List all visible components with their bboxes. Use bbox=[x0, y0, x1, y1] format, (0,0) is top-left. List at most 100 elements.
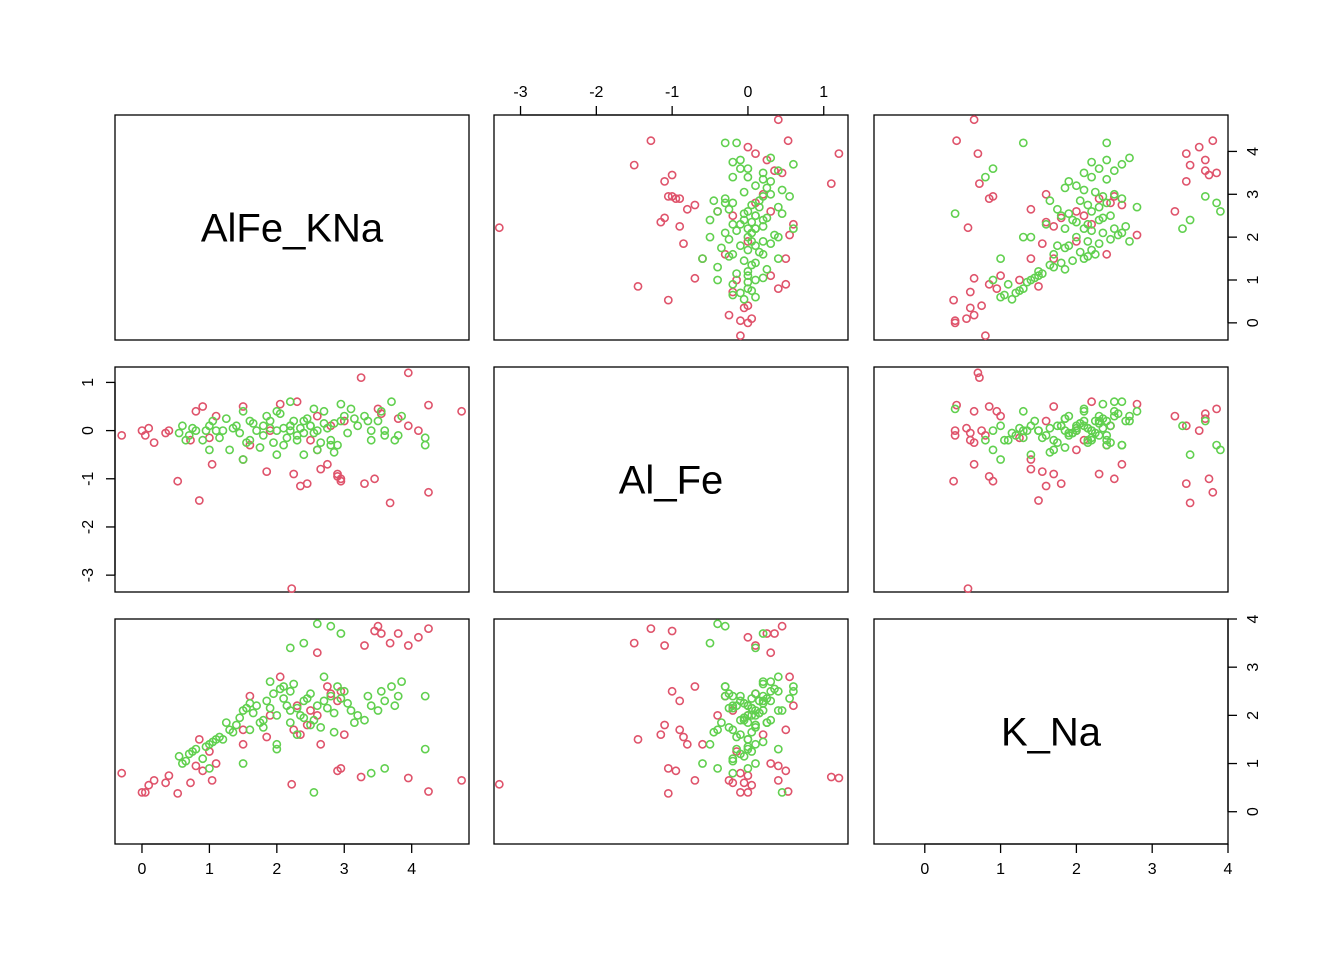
data-point-series2 bbox=[1060, 443, 1070, 452]
data-point-series2 bbox=[1072, 232, 1081, 242]
data-point-series2 bbox=[262, 411, 272, 421]
data-point-series2 bbox=[1030, 273, 1040, 283]
data-point-series2 bbox=[1060, 243, 1070, 253]
data-point-series1 bbox=[424, 487, 433, 497]
data-point-series2 bbox=[1003, 279, 1013, 289]
data-point-series2 bbox=[1083, 219, 1093, 229]
data-point-series2 bbox=[950, 209, 960, 218]
data-point-series2 bbox=[732, 269, 741, 278]
data-point-series2 bbox=[1026, 450, 1036, 460]
data-point-series1 bbox=[743, 301, 753, 311]
data-point-series2 bbox=[198, 754, 208, 764]
data-point-series1 bbox=[1204, 474, 1214, 484]
data-point-series1 bbox=[660, 213, 669, 223]
data-point-series1 bbox=[1117, 200, 1127, 210]
data-point-series1 bbox=[238, 739, 248, 749]
data-point-series1 bbox=[117, 430, 127, 440]
data-point-series2 bbox=[1053, 204, 1062, 214]
data-point-series2 bbox=[245, 416, 255, 426]
data-point-series2 bbox=[1079, 185, 1089, 195]
data-point-series2 bbox=[1109, 397, 1119, 407]
data-point-series2 bbox=[363, 416, 373, 426]
data-point-series2 bbox=[736, 691, 745, 701]
data-point-series2 bbox=[789, 224, 798, 233]
data-point-series2 bbox=[1117, 194, 1127, 203]
data-point-series2 bbox=[1090, 187, 1100, 197]
data-point-series1 bbox=[739, 778, 749, 788]
data-point-series1 bbox=[629, 160, 639, 170]
data-point-series1 bbox=[373, 621, 383, 631]
data-point-series2 bbox=[736, 155, 745, 165]
data-point-series2 bbox=[720, 228, 730, 238]
data-point-series1 bbox=[360, 641, 369, 650]
data-point-series2 bbox=[1102, 198, 1112, 208]
data-point-series2 bbox=[736, 288, 745, 298]
data-point-series1 bbox=[1170, 206, 1180, 216]
data-point-series1 bbox=[144, 780, 154, 790]
data-point-series2 bbox=[299, 638, 309, 648]
data-point-series2 bbox=[724, 234, 734, 244]
data-point-series2 bbox=[289, 679, 299, 689]
data-point-series2 bbox=[724, 204, 734, 214]
data-point-series2 bbox=[1003, 435, 1013, 445]
data-point-series2 bbox=[1083, 423, 1093, 433]
data-point-series1 bbox=[245, 691, 255, 701]
data-point-series1 bbox=[736, 331, 745, 341]
data-point-series2 bbox=[238, 455, 248, 464]
data-point-series2 bbox=[387, 397, 396, 407]
data-point-series1 bbox=[984, 402, 994, 411]
data-point-series1 bbox=[1102, 249, 1112, 259]
right-tick-label-K_Na: 4 bbox=[1245, 614, 1262, 623]
left-tick-label-Al_Fe: 1 bbox=[80, 378, 97, 387]
data-point-series1 bbox=[1087, 397, 1096, 407]
data-point-series2 bbox=[1075, 247, 1085, 257]
data-point-series2 bbox=[292, 703, 302, 713]
bottom-tick-label-AlFe_KNa: 0 bbox=[138, 861, 147, 878]
data-point-series1 bbox=[339, 730, 349, 739]
data-point-series1 bbox=[403, 641, 413, 650]
data-point-series1 bbox=[1117, 459, 1127, 469]
data-point-series1 bbox=[1200, 166, 1210, 176]
data-point-series1 bbox=[751, 149, 760, 158]
data-point-series2 bbox=[789, 159, 798, 169]
data-point-series2 bbox=[360, 715, 369, 725]
data-point-series2 bbox=[754, 708, 764, 718]
data-point-series2 bbox=[1053, 421, 1062, 431]
bottom-tick-label-AlFe_KNa: 2 bbox=[272, 861, 281, 878]
data-point-series1 bbox=[306, 706, 315, 715]
data-point-series1 bbox=[690, 200, 700, 210]
data-point-series2 bbox=[420, 440, 430, 450]
data-point-series1 bbox=[238, 402, 248, 411]
data-point-series2 bbox=[329, 727, 339, 737]
data-point-series2 bbox=[1079, 404, 1089, 414]
data-point-series1 bbox=[356, 373, 366, 382]
data-point-series1 bbox=[646, 624, 656, 633]
data-point-series1 bbox=[679, 239, 688, 248]
data-point-series1 bbox=[1194, 426, 1204, 435]
data-point-series2 bbox=[387, 682, 396, 691]
data-point-series1 bbox=[339, 416, 349, 426]
data-point-series1 bbox=[424, 624, 433, 633]
data-point-series1 bbox=[646, 136, 656, 146]
data-point-series2 bbox=[282, 433, 292, 443]
data-point-series2 bbox=[312, 445, 322, 455]
data-point-series2 bbox=[1060, 264, 1070, 274]
data-point-series2 bbox=[265, 703, 275, 713]
data-point-series2 bbox=[248, 708, 258, 718]
data-point-series2 bbox=[705, 638, 715, 648]
data-point-series2 bbox=[397, 411, 406, 421]
data-point-series2 bbox=[739, 698, 749, 708]
data-point-series1 bbox=[773, 761, 783, 771]
data-point-series2 bbox=[981, 172, 990, 182]
data-point-series2 bbox=[988, 164, 998, 173]
data-point-series1 bbox=[191, 761, 201, 771]
data-point-series2 bbox=[981, 435, 990, 445]
data-point-series1 bbox=[1208, 136, 1218, 146]
left-tick-label-Al_Fe: -1 bbox=[80, 472, 97, 486]
data-point-series1 bbox=[770, 629, 779, 638]
data-point-series2 bbox=[762, 213, 772, 223]
data-point-series1 bbox=[1208, 487, 1218, 497]
data-point-series2 bbox=[1064, 176, 1074, 186]
data-point-series2 bbox=[1087, 157, 1096, 167]
data-point-series2 bbox=[713, 262, 722, 272]
